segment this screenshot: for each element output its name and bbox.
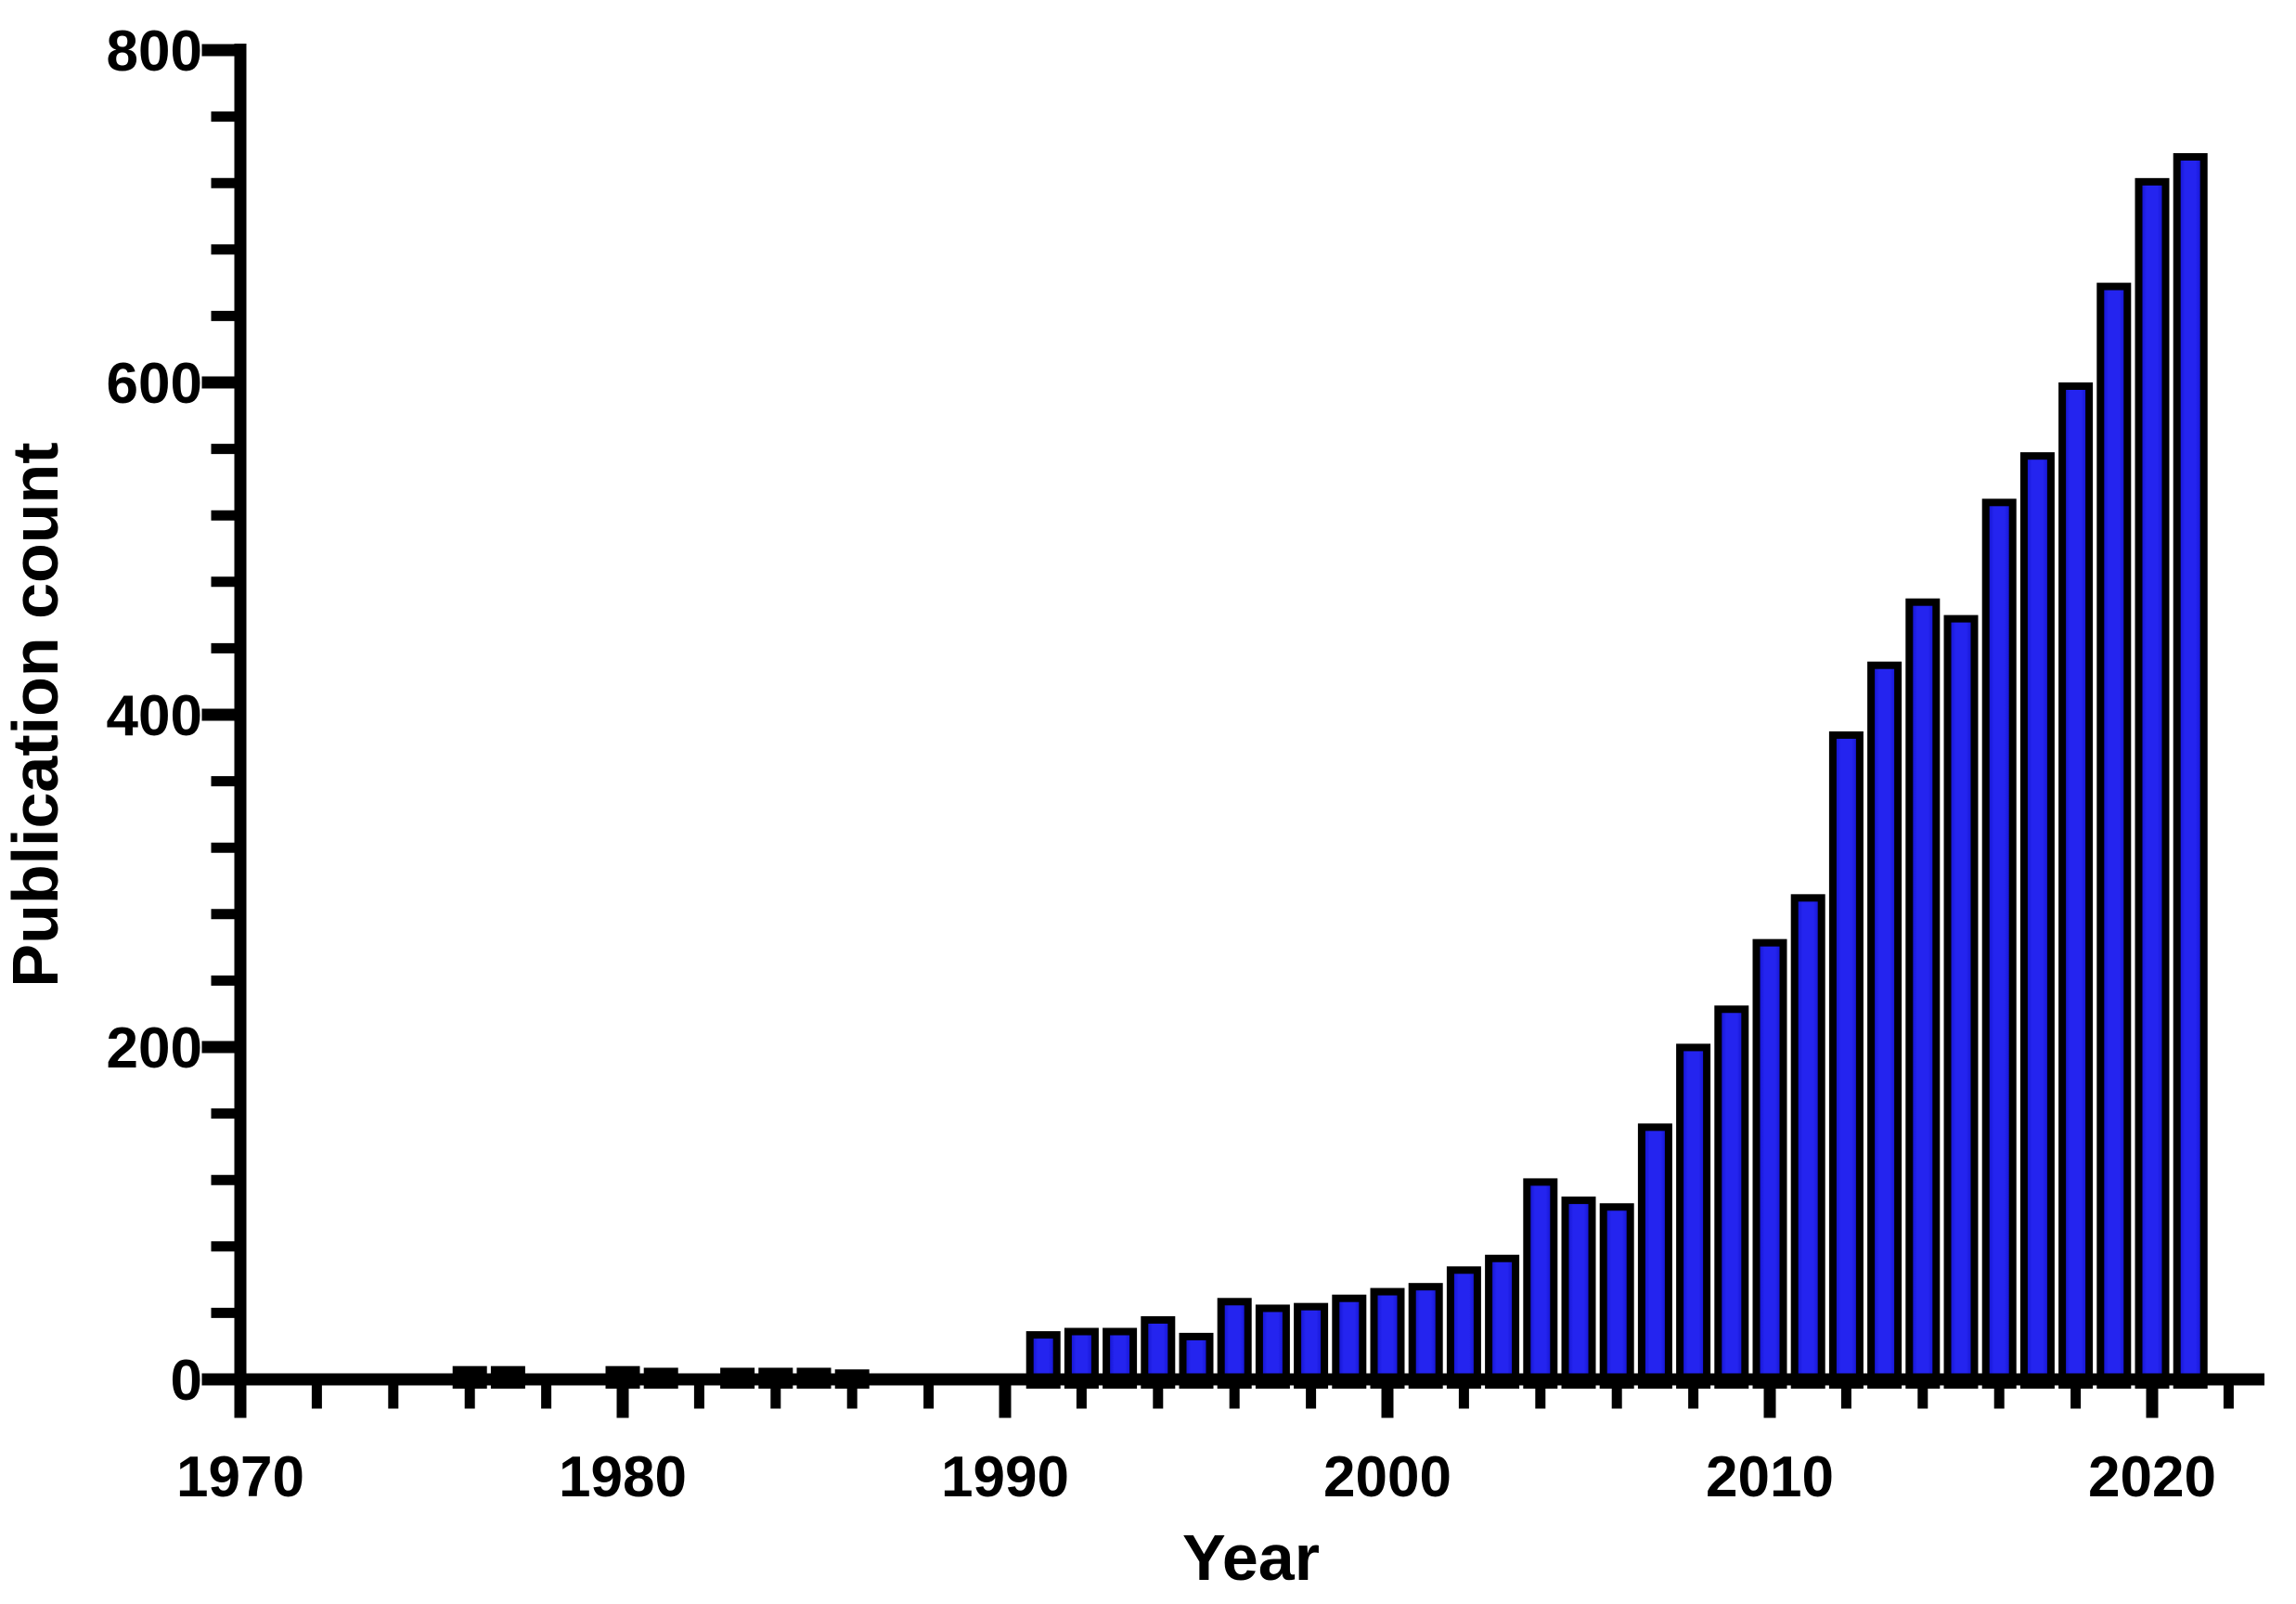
bar-1996	[1217, 1298, 1252, 1390]
bar-1998	[1294, 1302, 1329, 1390]
bar-2000	[1370, 1287, 1405, 1390]
bar-2006	[1599, 1203, 1634, 1390]
y-tick-label-800: 800	[107, 19, 202, 84]
x-tick-label-2020: 2020	[2088, 1445, 2216, 1509]
y-tick-label-600: 600	[107, 352, 202, 416]
bar-2019	[2096, 282, 2132, 1390]
x-tick-label-2010: 2010	[1706, 1445, 1834, 1509]
bar-1999	[1332, 1294, 1367, 1389]
bar-2009	[1714, 1005, 1749, 1389]
bar-2001	[1408, 1283, 1443, 1390]
x-axis-title: Year	[1182, 1521, 1320, 1594]
bar-2005	[1561, 1197, 1596, 1389]
bar-2011	[1790, 894, 1825, 1389]
bar-2004	[1523, 1178, 1558, 1390]
bar-2007	[1637, 1123, 1672, 1389]
bar-2021	[2173, 152, 2208, 1390]
bar-2018	[2058, 382, 2094, 1389]
bar-2002	[1446, 1266, 1481, 1390]
bar-2017	[2019, 452, 2055, 1389]
y-tick-label-200: 200	[107, 1016, 202, 1080]
bar-2015	[1943, 614, 1979, 1389]
bar-2020	[2135, 177, 2170, 1390]
bar-2010	[1752, 938, 1787, 1390]
x-tick-label-1980: 1980	[559, 1445, 687, 1509]
x-tick-label-2000: 2000	[1323, 1445, 1451, 1509]
y-tick-label-0: 0	[171, 1349, 202, 1413]
x-tick-label-1990: 1990	[941, 1445, 1069, 1509]
bar-2014	[1905, 598, 1941, 1389]
y-tick-label-400: 400	[107, 684, 202, 748]
bar-2013	[1867, 661, 1903, 1389]
bar-2012	[1828, 731, 1864, 1389]
x-tick-label-1970: 1970	[176, 1445, 304, 1509]
bar-2016	[1981, 498, 2017, 1389]
bar-2003	[1485, 1254, 1520, 1389]
y-axis-title: Publication count	[0, 442, 71, 987]
bar-2008	[1676, 1043, 1711, 1390]
